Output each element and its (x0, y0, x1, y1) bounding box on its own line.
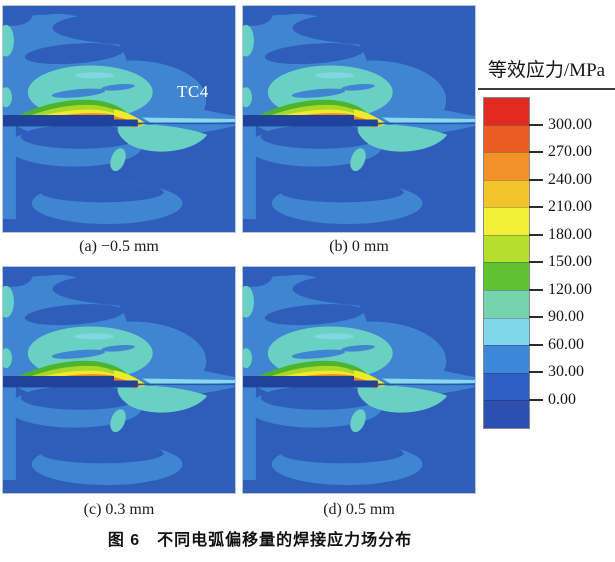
tick-dash (529, 371, 543, 373)
tick-label: 180.00 (548, 225, 592, 243)
stress-contour-plot-b (243, 6, 475, 232)
legend-tick: 60.00 (529, 336, 584, 354)
legend-tick: 120.00 (529, 281, 592, 299)
legend-tick: 30.00 (529, 363, 584, 381)
panel-label-a: (a) −0.5 mm (79, 238, 159, 255)
panel-label-d: (d) 0.5 mm (323, 501, 395, 518)
tick-label: 120.00 (548, 280, 592, 298)
tick-dash (529, 206, 543, 208)
legend-color-segment (484, 290, 529, 318)
legend-tick: 0.00 (529, 391, 576, 409)
legend-divider (478, 88, 615, 90)
tick-label: 300.00 (548, 115, 592, 133)
legend-color-segment (484, 124, 529, 153)
tick-dash (529, 288, 543, 291)
tick-dash (529, 178, 543, 181)
legend-tick: 150.00 (529, 253, 592, 271)
tick-dash (529, 261, 543, 263)
legend-colorbar (483, 97, 530, 429)
stress-contour-plot-c (3, 267, 235, 493)
contour-panel-b (242, 5, 476, 233)
tick-label: 150.00 (548, 253, 592, 270)
tick-dash (529, 343, 543, 346)
legend-color-segment (484, 179, 529, 208)
contour-panel-a: TC4 (2, 5, 236, 233)
legend-color-segment (484, 345, 529, 373)
legend-title: 等效应力/MPa (487, 60, 606, 81)
tick-dash (529, 151, 543, 153)
tick-label: 90.00 (548, 308, 584, 325)
panel-label-b: (b) 0 mm (329, 238, 389, 255)
legend-color-segment (484, 152, 529, 180)
legend-color-segment (484, 98, 529, 125)
tick-label: 240.00 (548, 170, 592, 188)
legend-color-segment (484, 234, 529, 263)
legend-ticks: 300.00 270.00 240.00 210.00 180.00 150.00 120.… (529, 97, 615, 427)
legend-color-segment (484, 262, 529, 291)
contour-panel-d (242, 266, 476, 494)
figure-caption: 图 6 不同电弧偏移量的焊接应力场分布 (107, 532, 413, 549)
legend-tick: 270.00 (529, 143, 592, 161)
legend-tick: 210.00 (529, 198, 592, 216)
legend-color-segment (484, 400, 529, 428)
stress-contour-plot-d (243, 267, 475, 493)
material-annotation-tc4: TC4 (177, 82, 209, 101)
legend-color-segment (484, 317, 529, 346)
legend-tick: 300.00 (529, 116, 592, 134)
tick-label: 270.00 (548, 143, 592, 160)
tick-label: 0.00 (548, 390, 576, 408)
tick-dash (529, 398, 543, 401)
legend-color-segment (484, 372, 529, 401)
legend-tick: 240.00 (529, 171, 592, 189)
tick-label: 60.00 (548, 335, 584, 353)
tick-dash (529, 233, 543, 236)
tick-dash (529, 123, 543, 126)
legend-tick: 90.00 (529, 308, 584, 326)
contour-panel-c (2, 266, 236, 494)
stress-contour-plot-a (3, 6, 235, 232)
panel-label-c: (c) 0.3 mm (83, 501, 155, 518)
legend-tick: 180.00 (529, 226, 592, 244)
tick-label: 30.00 (548, 363, 584, 380)
stress-legend: 等效应力/MPa 300.00 270.00 240.00 210.00 180.00 1… (478, 55, 615, 451)
tick-dash (529, 316, 543, 318)
legend-color-segment (484, 207, 529, 235)
tick-label: 210.00 (548, 198, 592, 215)
